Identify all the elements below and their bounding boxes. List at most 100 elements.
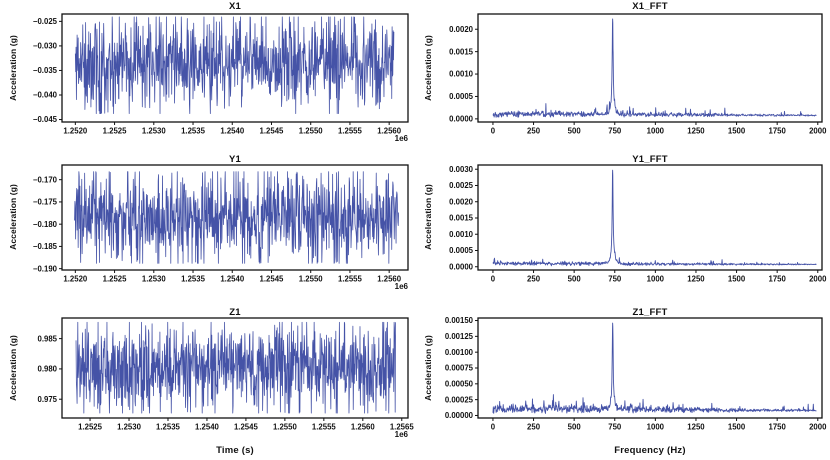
panel-title-z1: Z1: [229, 307, 241, 318]
panel-x1-fft: 0 250 500 750 1000 1250 1500 1750 2000 0.0000 0.00…: [415, 0, 830, 153]
svg-text:1000: 1000: [647, 275, 665, 284]
panel-title-y1-fft: Y1_FFT: [632, 154, 668, 165]
svg-text:−0.170: −0.170: [33, 175, 58, 184]
svg-text:0.0020: 0.0020: [449, 197, 474, 206]
plot-y1-time: 1.2520 1.2525 1.2530 1.2535 1.2540 1.2545 1.25…: [33, 164, 409, 284]
svg-text:1.2545: 1.2545: [234, 423, 259, 432]
svg-text:1.2550: 1.2550: [299, 275, 324, 284]
svg-text:0.975: 0.975: [37, 395, 57, 404]
svg-text:1.2535: 1.2535: [181, 275, 206, 284]
svg-text:1.2540: 1.2540: [195, 423, 220, 432]
svg-text:1.2525: 1.2525: [103, 275, 128, 284]
panel-x1-time: 1.2520 1.2525 1.2530 1.2535 1.2540 1.2545 1.25…: [0, 0, 415, 153]
svg-text:2000: 2000: [809, 127, 827, 136]
svg-text:1.2560: 1.2560: [377, 127, 402, 136]
svg-text:1.2555: 1.2555: [338, 275, 363, 284]
svg-text:250: 250: [527, 127, 541, 136]
svg-text:1.2520: 1.2520: [63, 127, 88, 136]
plot-z1-time: 1.2525 1.2530 1.2535 1.2540 1.2545 1.2550 1.25…: [37, 317, 415, 432]
svg-text:1.2535: 1.2535: [156, 423, 181, 432]
svg-text:0.00125: 0.00125: [445, 332, 474, 341]
svg-text:1000: 1000: [647, 423, 665, 432]
svg-text:−0.180: −0.180: [33, 220, 58, 229]
svg-text:−0.030: −0.030: [33, 42, 58, 51]
svg-text:1.2545: 1.2545: [260, 275, 285, 284]
svg-text:1750: 1750: [768, 275, 786, 284]
svg-text:250: 250: [527, 275, 541, 284]
panel-z1-time: 1.2525 1.2530 1.2535 1.2540 1.2545 1.2550 1.25…: [0, 306, 415, 460]
svg-text:750: 750: [608, 127, 622, 136]
svg-text:1.2530: 1.2530: [142, 127, 167, 136]
svg-text:1.2530: 1.2530: [117, 423, 142, 432]
x-axis-offset-label-x1: 1e6: [394, 134, 408, 143]
svg-text:500: 500: [568, 423, 582, 432]
svg-text:750: 750: [608, 275, 622, 284]
svg-text:1.2535: 1.2535: [181, 127, 206, 136]
svg-text:1.2545: 1.2545: [260, 127, 285, 136]
svg-text:−0.175: −0.175: [33, 198, 58, 207]
plot-x1-time: 1.2520 1.2525 1.2530 1.2535 1.2540 1.2545 1.25…: [33, 13, 409, 136]
svg-text:−0.025: −0.025: [33, 17, 58, 26]
svg-text:0.0025: 0.0025: [449, 181, 474, 190]
svg-text:1.2565: 1.2565: [390, 423, 415, 432]
svg-text:1750: 1750: [768, 127, 786, 136]
svg-text:750: 750: [608, 423, 622, 432]
svg-text:250: 250: [527, 423, 541, 432]
svg-text:0: 0: [491, 127, 496, 136]
svg-text:1.2560: 1.2560: [351, 423, 376, 432]
svg-text:2000: 2000: [809, 275, 827, 284]
svg-text:0.00100: 0.00100: [445, 348, 474, 357]
panel-y1-time: 1.2520 1.2525 1.2530 1.2535 1.2540 1.2545 1.25…: [0, 153, 415, 306]
y-axis-label-y1: Acceleration (g): [8, 184, 18, 250]
svg-text:0.00050: 0.00050: [445, 380, 474, 389]
svg-text:0.00075: 0.00075: [445, 364, 474, 373]
y-axis-label-z1-fft: Acceleration (g): [423, 335, 433, 401]
svg-text:0.00150: 0.00150: [445, 316, 474, 325]
svg-text:0.0030: 0.0030: [449, 165, 474, 174]
svg-text:0.0015: 0.0015: [449, 214, 474, 223]
x-axis-title-frequency: Frequency (Hz): [614, 445, 686, 456]
svg-text:1.2555: 1.2555: [338, 127, 363, 136]
panel-title-x1-fft: X1_FFT: [632, 1, 668, 12]
svg-text:1.2550: 1.2550: [299, 127, 324, 136]
svg-text:0.0005: 0.0005: [449, 92, 474, 101]
svg-text:0.0005: 0.0005: [449, 246, 474, 255]
y-axis-label-x1: Acceleration (g): [8, 35, 18, 101]
svg-text:0.00025: 0.00025: [445, 395, 474, 404]
panel-title-y1: Y1: [228, 154, 242, 165]
x-axis-offset-label-y1: 1e6: [394, 282, 408, 291]
svg-text:1.2520: 1.2520: [63, 275, 88, 284]
y-axis-label-y1-fft: Acceleration (g): [423, 184, 433, 250]
svg-text:−0.035: −0.035: [33, 66, 58, 75]
svg-text:1250: 1250: [687, 423, 705, 432]
svg-text:0.0015: 0.0015: [449, 47, 474, 56]
svg-text:2000: 2000: [809, 423, 827, 432]
svg-text:−0.045: −0.045: [33, 115, 58, 124]
svg-text:−0.190: −0.190: [33, 264, 58, 273]
svg-text:1.2540: 1.2540: [220, 275, 245, 284]
plot-x1-fft: 0 250 500 750 1000 1250 1500 1750 2000 0.0000 0.00…: [449, 13, 827, 136]
svg-text:0.0010: 0.0010: [449, 230, 474, 239]
svg-text:1.2530: 1.2530: [142, 275, 167, 284]
svg-text:0: 0: [491, 275, 496, 284]
svg-text:0.0000: 0.0000: [449, 115, 474, 124]
svg-text:0.980: 0.980: [37, 365, 57, 374]
plot-z1-fft: 0 250 500 750 1000 1250 1500 1750 2000 0.00000 0.0…: [445, 316, 827, 432]
svg-text:1.2540: 1.2540: [220, 127, 245, 136]
x-axis-offset-label-z1: 1e6: [394, 430, 408, 439]
panel-y1-fft: 0 250 500 750 1000 1250 1500 1750 2000 0.0000 0.00…: [415, 153, 830, 306]
svg-text:1.2560: 1.2560: [377, 275, 402, 284]
y-axis-label-z1: Acceleration (g): [8, 335, 18, 401]
panel-title-x1: X1: [228, 1, 242, 12]
svg-text:0.00000: 0.00000: [445, 411, 474, 420]
plot-y1-fft: 0 250 500 750 1000 1250 1500 1750 2000 0.0000 0.00…: [449, 164, 827, 284]
svg-text:1500: 1500: [728, 423, 746, 432]
svg-text:−0.185: −0.185: [33, 242, 58, 251]
panel-z1-fft: 0 250 500 750 1000 1250 1500 1750 2000 0.00000 0.0…: [415, 306, 830, 460]
svg-text:0.0000: 0.0000: [449, 262, 474, 271]
svg-text:500: 500: [568, 127, 582, 136]
svg-text:500: 500: [568, 275, 582, 284]
svg-text:1.2555: 1.2555: [312, 423, 337, 432]
svg-text:−0.040: −0.040: [33, 91, 58, 100]
